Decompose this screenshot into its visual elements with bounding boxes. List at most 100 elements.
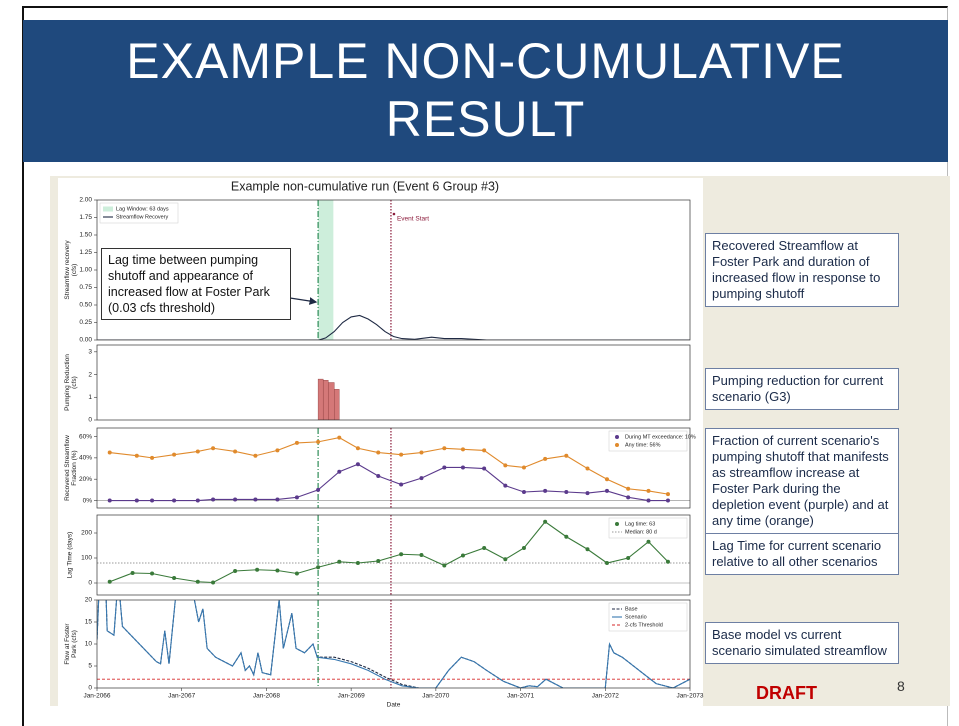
legend-label: 2-cfs Threshold xyxy=(625,622,663,628)
point xyxy=(233,449,238,454)
y-tick-label: 0.25 xyxy=(79,319,92,326)
legend-label: Median: 80 d xyxy=(625,529,657,535)
point xyxy=(233,569,238,573)
legend: During MT exceedance: 10% Any time: 56% xyxy=(608,430,696,452)
point xyxy=(503,483,508,488)
point xyxy=(482,466,487,471)
point xyxy=(150,455,155,460)
panel: 0.00 0.25 0.50 0.75 1.00 1.25 1.50 1.75 2.00 Stre… xyxy=(63,197,691,344)
page-number: 8 xyxy=(897,678,905,694)
y-axis-label-line: Park (cfs) xyxy=(71,630,78,658)
point xyxy=(107,450,112,455)
plot-area xyxy=(97,600,690,688)
y-tick-label: 1.50 xyxy=(79,232,92,239)
y-tick-label: 40% xyxy=(79,455,92,462)
y-tick-label: 10 xyxy=(85,641,93,648)
y-axis-label: Streamflow recovery(cfs) xyxy=(63,240,77,300)
point xyxy=(316,439,321,444)
point xyxy=(172,452,177,457)
point xyxy=(521,465,526,470)
point xyxy=(626,495,631,500)
point xyxy=(419,476,424,481)
y-tick-label: 5 xyxy=(88,663,92,670)
point xyxy=(150,571,155,576)
point xyxy=(275,448,280,453)
point xyxy=(355,462,360,467)
point xyxy=(150,498,155,503)
point xyxy=(482,546,487,550)
legend-label: Any time: 56% xyxy=(625,442,661,448)
x-tick-label: Jan-2073 xyxy=(676,693,703,700)
point xyxy=(564,490,569,494)
plot-area xyxy=(97,428,690,508)
point xyxy=(376,450,381,455)
y-axis-label: Lag Time (days) xyxy=(67,532,74,579)
point xyxy=(337,435,342,440)
axes-frame xyxy=(96,514,691,596)
point xyxy=(646,539,651,544)
point xyxy=(543,488,548,493)
point xyxy=(355,561,360,565)
y-tick-label: 3 xyxy=(88,349,92,356)
axes-frame xyxy=(96,599,691,689)
legend: Lag time: 63 Median: 80 d xyxy=(608,517,688,539)
point xyxy=(419,450,424,455)
y-tick-label: 20 xyxy=(85,597,93,604)
panel: 0 5 10 15 20 Flow at FosterPark (cfs) Jan-2066… xyxy=(63,597,703,709)
point xyxy=(503,557,508,562)
point xyxy=(275,497,280,502)
point xyxy=(211,497,216,502)
callout: Fraction of current scenario's pumping s… xyxy=(705,428,899,534)
point xyxy=(130,571,135,575)
y-tick-label: 2 xyxy=(88,371,92,378)
point xyxy=(419,553,424,557)
point xyxy=(604,477,609,482)
y-tick-label: 20% xyxy=(79,476,92,483)
y-axis-label-line: (cfs) xyxy=(71,264,78,277)
title-line: EXAMPLE NON-CUMULATIVE xyxy=(126,33,845,89)
event-marker xyxy=(392,212,396,216)
point xyxy=(442,563,447,568)
series-line xyxy=(109,437,669,495)
axes-frame xyxy=(96,199,691,341)
point xyxy=(626,486,631,491)
y-tick-label: 100 xyxy=(81,555,92,562)
series-line xyxy=(109,463,668,502)
legend-label: Base xyxy=(625,606,638,612)
point xyxy=(585,547,590,552)
y-axis-label-line: Streamflow recovery xyxy=(63,240,70,300)
point xyxy=(337,469,342,474)
point xyxy=(294,440,299,445)
point xyxy=(442,446,447,451)
legend-label: During MT exceedance: 10% xyxy=(625,434,696,440)
y-tick-label: 0% xyxy=(83,497,93,504)
y-tick-label: 0 xyxy=(88,685,92,692)
point xyxy=(585,466,590,471)
callout: Pumping reduction for current scenario (… xyxy=(705,368,899,410)
legend-swatch xyxy=(615,522,619,526)
series-line xyxy=(97,314,690,340)
point xyxy=(604,488,609,493)
point xyxy=(172,498,177,503)
y-tick-label: 0.75 xyxy=(79,284,92,291)
bar xyxy=(322,380,329,420)
bar xyxy=(317,378,324,420)
y-axis-label: Pumping Reduction(cfs) xyxy=(63,354,77,411)
legend-label: Scenario xyxy=(625,614,647,620)
point xyxy=(195,449,200,454)
x-tick-label: Jan-2068 xyxy=(253,693,280,700)
plot-area xyxy=(97,515,690,595)
x-axis-label: Date xyxy=(387,702,401,709)
point xyxy=(503,463,508,468)
legend-swatch xyxy=(615,435,619,439)
point xyxy=(195,498,200,503)
point xyxy=(665,498,670,503)
y-axis-label-line: (cfs) xyxy=(71,376,78,389)
point xyxy=(294,495,299,500)
point xyxy=(460,465,465,470)
point xyxy=(107,579,112,584)
x-tick-label: Jan-2070 xyxy=(422,693,449,700)
point xyxy=(442,465,447,470)
point xyxy=(255,567,260,572)
